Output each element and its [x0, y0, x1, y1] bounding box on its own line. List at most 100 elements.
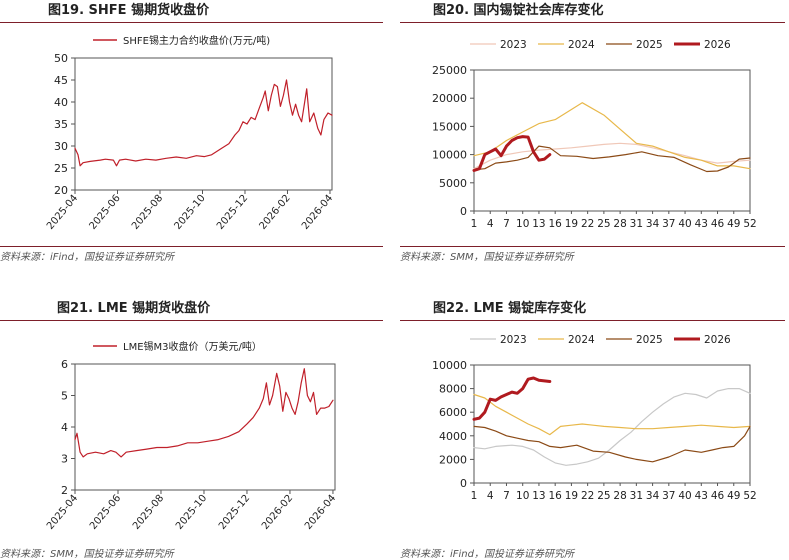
- x-tick-label: 2025-10: [174, 493, 209, 532]
- x-tick-label: 49: [727, 490, 740, 502]
- x-tick-label: 43: [695, 490, 708, 502]
- y-tick-label: 10000: [432, 359, 467, 372]
- x-tick-label: 7: [503, 218, 510, 230]
- panel-domestic-inventory: 图20. 国内锡锭社会库存变化 0 5000 10000 15000 20000 2500…: [400, 0, 789, 275]
- title-rule: [400, 320, 785, 321]
- x-tick-label: 19: [565, 218, 578, 230]
- legend-label: LME锡M3收盘价（万美元/吨）: [123, 340, 262, 353]
- y-tick-label: 30: [54, 140, 68, 153]
- panel-title: 图22. LME 锡锭库存变化: [433, 301, 587, 316]
- x-tick-label: 2025-08: [130, 193, 165, 232]
- y-tick-label: 15000: [432, 120, 467, 133]
- legend-label-2: 2025: [636, 334, 663, 346]
- y-tick-label: 2000: [439, 453, 467, 466]
- chart-domestic-inventory: 0 5000 10000 15000 20000 25000 1 4 7 10 13 16 19 22 25…: [432, 39, 757, 230]
- x-tick-label: 37: [662, 490, 675, 502]
- panel-title: 图19. SHFE 锡期货收盘价: [48, 3, 210, 18]
- x-tick-label: 34: [646, 490, 660, 502]
- y-tick-label: 40: [54, 96, 68, 109]
- series-line-1: [473, 393, 751, 436]
- x-tick-label: 4: [487, 490, 494, 502]
- source-note: 资料来源：iFind，国投证券证券研究所: [400, 549, 574, 560]
- panel-lme-inventory: 图22. LME 锡锭库存变化 0 2000 4000 6000 8000 10000 1 4…: [400, 298, 789, 560]
- title-rule: [0, 22, 383, 23]
- series-line-0: [74, 368, 334, 458]
- plot-area: [74, 57, 333, 191]
- x-tick-label: 10: [516, 490, 529, 502]
- series-line-0: [473, 388, 751, 466]
- x-tick-label: 4: [487, 218, 494, 230]
- series-line-1: [473, 102, 751, 170]
- x-tick-label: 13: [532, 218, 545, 230]
- x-tick-label: 2026-02: [260, 493, 295, 532]
- x-tick-label: 46: [711, 218, 725, 230]
- x-tick-label: 1: [471, 490, 478, 502]
- x-tick-label: 46: [711, 490, 725, 502]
- x-tick-label: 40: [678, 490, 691, 502]
- source-rule: [400, 246, 785, 247]
- x-tick-label: 2025-04: [45, 193, 80, 232]
- panel-title: 图21. LME 锡期货收盘价: [57, 301, 211, 316]
- x-tick-label: 49: [727, 218, 740, 230]
- y-tick-label: 20000: [432, 92, 467, 105]
- x-tick-label: 7: [503, 490, 510, 502]
- panel-lme-price: 图21. LME 锡期货收盘价 2 3 4 5 6 2025-04 2025-06 2025-…: [0, 298, 395, 560]
- x-tick-label: 2026-02: [257, 193, 292, 232]
- legend-label-3: 2026: [704, 39, 731, 51]
- panel-shfe: 图19. SHFE 锡期货收盘价 20 25 30 35 40 45 50 2025-04 20…: [0, 0, 395, 275]
- y-tick-label: 6: [61, 358, 68, 371]
- x-tick-label: 22: [581, 218, 594, 230]
- x-tick-label: 2025-06: [88, 193, 123, 232]
- series-line-3: [472, 135, 552, 172]
- y-tick-label: 25: [54, 162, 68, 175]
- y-tick-label: 3: [61, 453, 68, 466]
- source-note: 资料来源：iFind，国投证券证券研究所: [0, 252, 174, 263]
- source-note: 资料来源：SMM，国投证券证券研究所: [400, 252, 574, 263]
- x-tick-label: 31: [630, 218, 643, 230]
- panel-title: 图20. 国内锡锭社会库存变化: [433, 3, 604, 18]
- x-tick-label: 28: [613, 490, 626, 502]
- x-tick-label: 2026-04: [303, 493, 338, 532]
- legend-label-2: 2025: [636, 39, 663, 51]
- title-rule: [0, 320, 383, 321]
- x-tick-label: 10: [516, 218, 529, 230]
- legend-label-3: 2026: [704, 334, 731, 346]
- plot-area: [74, 363, 336, 491]
- legend-label-1: 2024: [568, 334, 595, 346]
- x-tick-label: 2026-04: [300, 193, 335, 232]
- plot-area: [473, 364, 751, 484]
- x-tick-label: 40: [678, 218, 691, 230]
- x-tick-label: 2025-04: [45, 493, 80, 532]
- plot-area: [473, 69, 751, 212]
- x-tick-label: 2025-08: [131, 493, 166, 532]
- legend-label: SHFE锡主力合约收盘价(万元/吨): [123, 34, 270, 47]
- y-tick-label: 2: [61, 484, 68, 497]
- series-line-2: [473, 145, 751, 173]
- x-tick-label: 52: [743, 490, 756, 502]
- x-tick-label: 25: [597, 490, 610, 502]
- x-tick-label: 31: [630, 490, 643, 502]
- y-tick-label: 10000: [432, 149, 467, 162]
- y-tick-label: 5000: [439, 177, 467, 190]
- x-tick-label: 2025-10: [172, 193, 207, 232]
- legend-label-0: 2023: [500, 334, 527, 346]
- source-note: 资料来源：SMM，国投证券证券研究所: [0, 549, 174, 560]
- y-tick-label: 0: [460, 205, 467, 218]
- y-tick-label: 4: [61, 421, 68, 434]
- x-tick-label: 19: [565, 490, 578, 502]
- series-line-3: [472, 376, 552, 421]
- source-rule: [0, 246, 383, 247]
- x-tick-label: 22: [581, 490, 594, 502]
- chart-lme-inventory: 0 2000 4000 6000 8000 10000 1 4 7 10 13 16 19 22 25 28 3…: [432, 334, 757, 502]
- y-tick-label: 50: [54, 52, 68, 65]
- x-tick-label: 43: [695, 218, 708, 230]
- y-tick-label: 20: [54, 184, 68, 197]
- series-line-0: [74, 79, 333, 167]
- x-tick-label: 25: [597, 218, 610, 230]
- x-tick-label: 2025-12: [215, 193, 250, 232]
- x-tick-label: 2025-12: [217, 493, 252, 532]
- y-tick-label: 35: [54, 118, 68, 131]
- legend-label-1: 2024: [568, 39, 595, 51]
- y-tick-label: 8000: [439, 383, 467, 396]
